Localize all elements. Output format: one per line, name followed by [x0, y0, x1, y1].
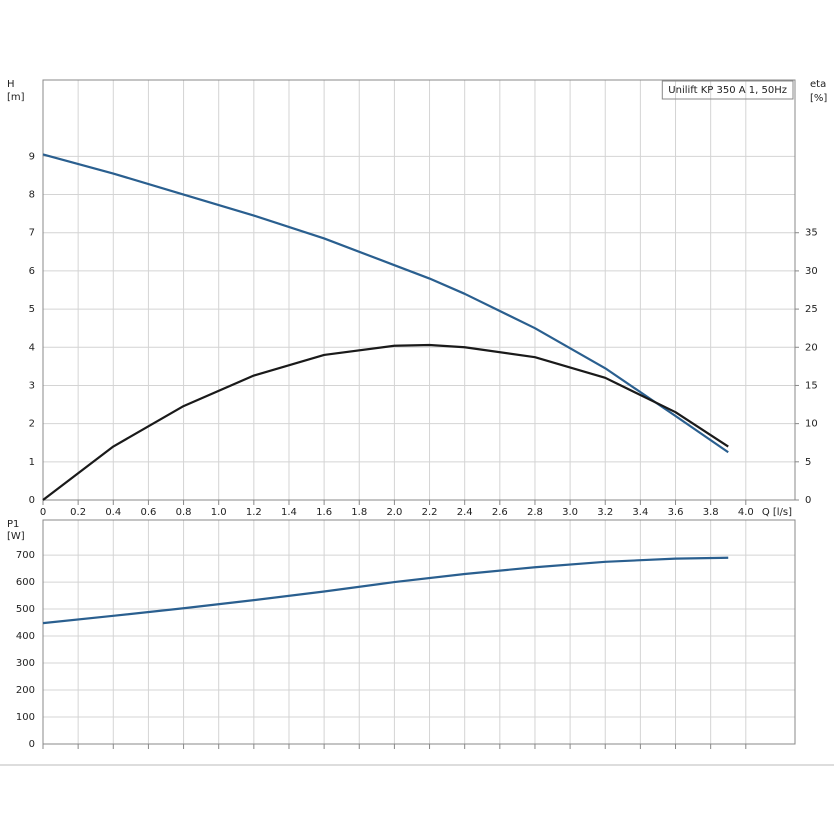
x-tick-label: 0.4: [105, 507, 121, 518]
x-tick-label: 3.4: [632, 507, 648, 518]
x-tick-label: 1.4: [281, 507, 297, 518]
y-tick-label: 2: [29, 419, 35, 430]
y2-tick-label: 0: [805, 495, 811, 506]
y-axis-label: P1: [7, 519, 19, 530]
y2-axis-unit: [%]: [810, 93, 827, 104]
y-tick-label: 200: [16, 685, 35, 696]
y2-tick-label: 5: [805, 457, 811, 468]
y-tick-label: 400: [16, 631, 35, 642]
plot-frame: [42, 519, 796, 745]
y-tick-label: 7: [29, 228, 35, 239]
legend-text: Unilift KP 350 A 1, 50Hz: [668, 85, 787, 96]
x-tick-label: 1.6: [316, 507, 332, 518]
x-tick-label: 3.2: [597, 507, 613, 518]
y-tick-label: 600: [16, 577, 35, 588]
y-tick-label: 300: [16, 658, 35, 669]
plot-frame: [42, 79, 796, 501]
x-tick-label: 1.0: [211, 507, 227, 518]
x-tick-label: 2.8: [527, 507, 543, 518]
y-tick-label: 9: [29, 151, 35, 162]
x-tick-label: 3.0: [562, 507, 578, 518]
x-tick-label: 0: [40, 507, 46, 518]
y2-tick-label: 30: [805, 266, 818, 277]
series-line: [42, 153, 729, 454]
y2-tick-label: 25: [805, 304, 818, 315]
y-tick-label: 700: [16, 550, 35, 561]
y-tick-label: 100: [16, 712, 35, 723]
y2-tick-label: 15: [805, 380, 818, 391]
x-tick-label: 1.2: [246, 507, 262, 518]
x-tick-label: 4.0: [738, 507, 754, 518]
x-tick-label: 3.6: [668, 507, 684, 518]
y-tick-label: 0: [29, 495, 35, 506]
y-tick-label: 5: [29, 304, 35, 315]
y-tick-label: 6: [29, 266, 35, 277]
x-tick-label: 0.8: [176, 507, 192, 518]
x-tick-label: 3.8: [703, 507, 719, 518]
x-tick-label: 2.4: [457, 507, 473, 518]
x-tick-label: 2.2: [422, 507, 438, 518]
x-tick-label: 2.6: [492, 507, 508, 518]
y-axis-unit: [W]: [7, 531, 25, 542]
y2-tick-label: 35: [805, 228, 818, 239]
y-tick-label: 500: [16, 604, 35, 615]
y-tick-label: 3: [29, 380, 35, 391]
y-tick-label: 1: [29, 457, 35, 468]
y2-axis-label: eta: [810, 79, 826, 90]
x-tick-label: 1.8: [351, 507, 367, 518]
x-axis-label: Q [l/s]: [762, 507, 792, 518]
y2-tick-label: 10: [805, 419, 818, 430]
x-tick-label: 0.6: [140, 507, 156, 518]
series-line: [42, 343, 729, 501]
y-axis-unit: [m]: [7, 92, 25, 103]
x-tick-label: 0.2: [70, 507, 86, 518]
series-line: [42, 556, 729, 625]
y-tick-label: 0: [29, 739, 35, 750]
y-tick-label: 4: [29, 342, 35, 353]
y-axis-label: H: [7, 79, 15, 90]
y-tick-label: 8: [29, 190, 35, 201]
legend-box: [661, 80, 794, 100]
y2-tick-label: 20: [805, 342, 818, 353]
x-tick-label: 2.0: [386, 507, 402, 518]
